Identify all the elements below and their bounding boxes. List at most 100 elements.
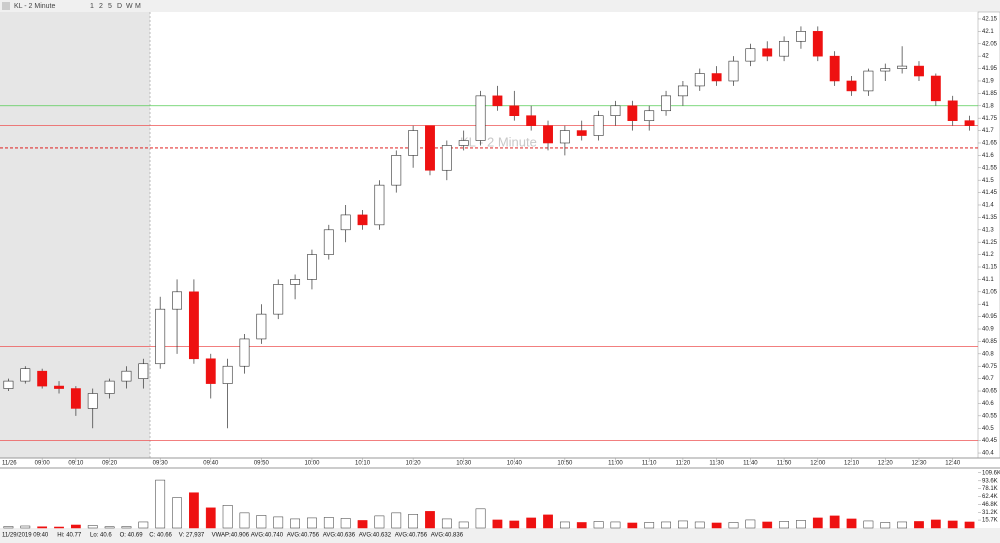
x-tick-label: 11:00 [608, 461, 623, 467]
x-tick-label: 12:10 [844, 461, 860, 467]
candle-body [526, 115, 537, 126]
volume-tick-label: 46.8K [982, 502, 998, 508]
y-tick-label: 40.5 [982, 426, 994, 432]
y-tick-label: 41.35 [982, 215, 998, 221]
x-tick-label: 12:30 [911, 461, 927, 467]
volume-bar [391, 512, 402, 529]
volume-bar [914, 521, 924, 529]
candle-body [458, 140, 469, 146]
candle-body [677, 85, 688, 97]
toolbar-button[interactable]: M [135, 3, 141, 10]
x-tick-label: 11:30 [709, 461, 724, 467]
x-tick-label: 09:10 [68, 461, 84, 467]
premarket-shade [0, 12, 150, 458]
volume-bar [627, 522, 638, 529]
candle-body [762, 48, 773, 57]
y-tick-label: 41.75 [982, 116, 998, 122]
status-item: V: 27,937 [179, 533, 205, 539]
candle-body [408, 130, 419, 156]
toolbar-button[interactable]: 5 [108, 3, 112, 10]
volume-bar [458, 521, 469, 529]
status-item: Lo: 40.6 [90, 533, 112, 539]
candle-body [138, 363, 149, 379]
volume-bar [593, 521, 604, 529]
volume-bar [323, 517, 334, 529]
volume-bar [964, 521, 975, 529]
candle-body [880, 68, 891, 72]
icon[interactable] [2, 2, 10, 10]
volume-bar [20, 525, 31, 529]
y-tick-label: 40.65 [982, 389, 998, 395]
candle-body [188, 291, 199, 360]
status-item: VWAP:40.906 [212, 533, 250, 539]
x-tick-label: 09:00 [35, 461, 51, 467]
candle-body [239, 338, 250, 367]
y-tick-label: 42.1 [982, 29, 994, 35]
candle-body [509, 105, 520, 116]
toolbar-button[interactable]: W [126, 3, 133, 10]
toolbar-button[interactable]: 2 [99, 3, 103, 10]
volume-tick-label: 109.6K [982, 470, 1000, 476]
x-tick-label: 10:20 [406, 461, 422, 467]
candle-body [576, 130, 587, 136]
y-tick-label: 41.1 [982, 277, 994, 283]
candle-body [796, 31, 806, 42]
status-item: 11/29/2019 09:40 [2, 533, 49, 539]
volume-bar [172, 497, 182, 529]
volume-bar [559, 521, 570, 529]
candle-body [930, 75, 941, 102]
candle-body [593, 115, 604, 136]
x-tick-label: 12:00 [810, 461, 826, 467]
y-tick-label: 40.4 [982, 451, 994, 457]
status-item: AVG:40.836 [431, 533, 464, 539]
candle-body [374, 184, 385, 226]
volume-bar [661, 521, 671, 529]
candle-body [357, 214, 368, 226]
candle-body [391, 155, 402, 186]
toolbar-button[interactable]: D [117, 3, 122, 10]
y-tick-label: 41.4 [982, 203, 994, 209]
volume-bar [880, 522, 891, 529]
volume-bar [357, 520, 368, 529]
date-label: 11/26 [2, 461, 17, 467]
status-item: AVG:40.632 [359, 533, 392, 539]
y-tick-label: 40.6 [982, 401, 994, 407]
x-tick-label: 12:40 [945, 461, 961, 467]
volume-bar [290, 518, 300, 529]
candle-body [694, 73, 705, 87]
candle-body [711, 73, 722, 82]
volume-bar [644, 522, 655, 529]
candle-body [155, 308, 166, 365]
y-tick-label: 42.15 [982, 17, 998, 23]
toolbar-button[interactable]: 1 [90, 3, 94, 10]
y-tick-label: 41.05 [982, 289, 998, 295]
y-tick-label: 41.8 [982, 103, 994, 109]
x-tick-label: 11:50 [777, 461, 792, 467]
y-tick-label: 40.75 [982, 364, 998, 370]
volume-bar [104, 526, 115, 529]
status-bar [0, 528, 1000, 543]
candle-body [779, 40, 790, 57]
volume-bar [3, 526, 14, 529]
candle-body [205, 358, 216, 384]
candle-body [947, 100, 958, 121]
x-tick-label: 11:10 [642, 461, 657, 467]
volume-tick-label: 93.6K [982, 478, 998, 484]
y-tick-label: 41.6 [982, 153, 994, 159]
y-tick-label: 42 [982, 54, 989, 60]
x-tick-label: 09:20 [102, 461, 118, 467]
volume-bar [121, 526, 132, 529]
x-tick-label: 10:30 [456, 461, 472, 467]
volume-bar [205, 507, 216, 529]
volume-bar [374, 515, 385, 529]
toolbar [0, 0, 1000, 12]
x-tick-label: 10:50 [557, 461, 573, 467]
candle-body [475, 95, 486, 141]
y-tick-label: 41.25 [982, 240, 998, 246]
y-tick-label: 41.45 [982, 190, 998, 196]
candle-body [661, 95, 671, 112]
volume-bar [408, 514, 419, 529]
candle-body [54, 385, 64, 389]
volume-bar [189, 492, 199, 529]
